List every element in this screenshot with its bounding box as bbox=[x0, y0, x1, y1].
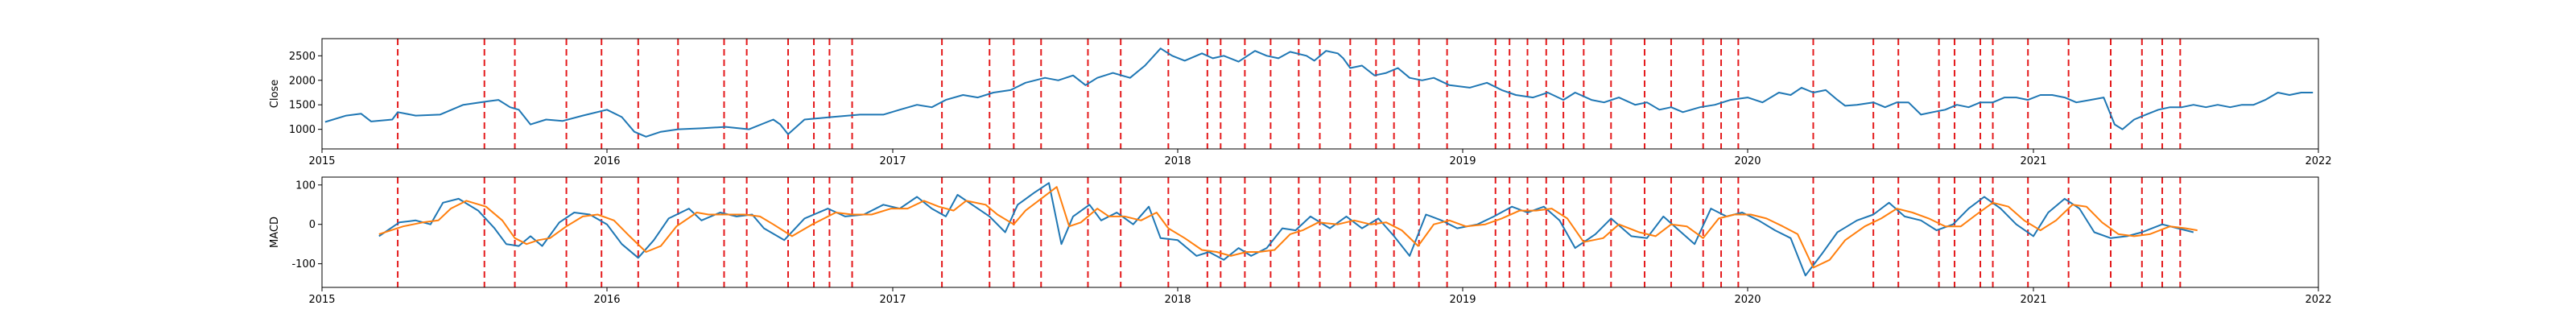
x-tick-label: 2022 bbox=[2305, 155, 2331, 167]
macd-series bbox=[378, 182, 2198, 277]
x-tick-label: 2017 bbox=[879, 294, 906, 306]
y-tick-label: 1000 bbox=[289, 124, 316, 136]
close-event-lines bbox=[397, 39, 2182, 149]
macd-y-ticks: -100 0 100 bbox=[291, 180, 322, 270]
close-y-axis-label: Close bbox=[269, 80, 281, 108]
y-tick-label: 1500 bbox=[289, 100, 316, 112]
x-tick-label: 2021 bbox=[2020, 155, 2046, 167]
x-tick-label: 2022 bbox=[2305, 294, 2331, 306]
x-tick-label: 2016 bbox=[593, 294, 620, 306]
close-y-ticks: 1000 1500 2000 2500 bbox=[289, 51, 322, 136]
macd-line bbox=[378, 182, 2194, 277]
close-axes-frame bbox=[321, 38, 2319, 150]
x-tick-label: 2019 bbox=[1449, 294, 1476, 306]
y-tick-label: 2000 bbox=[289, 75, 316, 87]
macd-y-axis-label: MACD bbox=[269, 217, 281, 248]
x-tick-label: 2020 bbox=[1734, 294, 1761, 306]
x-tick-label: 2019 bbox=[1449, 155, 1476, 167]
x-tick-label: 2018 bbox=[1164, 294, 1191, 306]
x-tick-label: 2020 bbox=[1734, 155, 1761, 167]
x-tick-label: 2021 bbox=[2020, 294, 2046, 306]
macd-axes-frame bbox=[321, 176, 2319, 288]
x-tick-label: 2015 bbox=[308, 294, 335, 306]
y-tick-label: 2500 bbox=[289, 51, 316, 63]
signal-line bbox=[378, 186, 2198, 269]
y-tick-label: 0 bbox=[309, 219, 316, 231]
x-tick-label: 2016 bbox=[593, 155, 620, 167]
x-tick-label: 2015 bbox=[308, 155, 335, 167]
macd-x-ticks: 2015 2016 2017 2018 2019 2020 2021 2022 bbox=[308, 287, 2332, 306]
x-tick-label: 2018 bbox=[1164, 155, 1191, 167]
close-series bbox=[324, 47, 2314, 138]
y-tick-label: 100 bbox=[295, 180, 316, 192]
y-tick-label: -100 bbox=[291, 258, 316, 270]
macd-event-lines bbox=[397, 177, 2182, 287]
close-line bbox=[324, 47, 2314, 138]
close-x-ticks: 2015 2016 2017 2018 2019 2020 2021 2022 bbox=[308, 149, 2332, 167]
x-tick-label: 2017 bbox=[879, 155, 906, 167]
